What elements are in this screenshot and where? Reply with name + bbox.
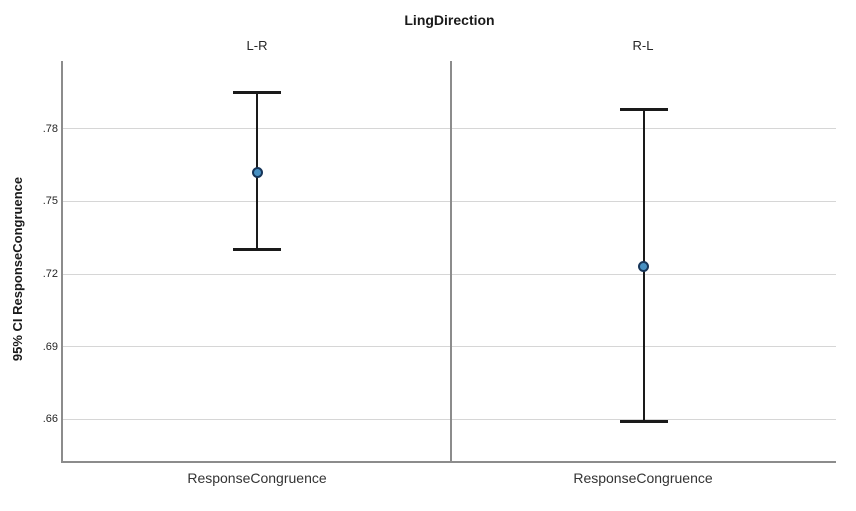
- x-axis-label-left: ResponseCongruence: [187, 470, 327, 486]
- gridline: [63, 418, 836, 420]
- y-tick-label: .78: [42, 122, 58, 135]
- gridline: [63, 200, 836, 202]
- chart-title: LingDirection: [404, 12, 495, 28]
- y-tick-label: .66: [42, 413, 58, 426]
- mean-marker: [638, 261, 649, 273]
- mean-marker: [251, 166, 263, 178]
- gridline: [63, 128, 836, 130]
- error-bar-cap-bottom: [619, 420, 668, 424]
- x-axis-line: [61, 461, 836, 463]
- error-bar-cap-bottom: [233, 248, 281, 252]
- y-axis-line: [61, 61, 63, 463]
- panel-label-rl: R-L: [632, 38, 654, 53]
- gridline: [63, 273, 836, 275]
- y-tick-label: .75: [42, 195, 58, 208]
- x-axis-label-right: ResponseCongruence: [573, 470, 713, 486]
- panel-divider-line: [450, 61, 452, 463]
- error-bar-cap-top: [233, 90, 281, 94]
- panel-label-lr: L-R: [246, 38, 268, 53]
- error-bar-cap-top: [619, 107, 668, 111]
- gridline: [63, 346, 836, 348]
- y-tick-label: .69: [42, 340, 58, 353]
- y-tick-label: .72: [42, 268, 58, 281]
